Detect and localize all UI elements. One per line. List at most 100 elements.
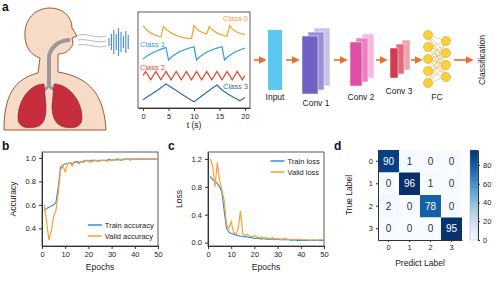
data-label: 0	[428, 223, 434, 234]
series-line	[44, 159, 158, 211]
tick: 30	[274, 246, 282, 259]
legend-swatch	[88, 224, 102, 226]
heatmap-chart: 9010009610207800009501230123020406080Pre…	[344, 150, 491, 268]
series-label: Class 3	[223, 82, 248, 91]
tick-mark	[143, 108, 144, 111]
sound-wave	[111, 34, 112, 50]
tick-mark	[324, 246, 325, 249]
flow-arrow	[286, 59, 298, 61]
tick-label: 0	[206, 250, 210, 259]
tick-label: 2	[428, 243, 432, 252]
tick-mark	[245, 108, 246, 111]
tick-label: 0.4	[192, 211, 202, 220]
axis: 0.0 0.4 0.8 1.2	[192, 153, 209, 248]
fc-node	[424, 79, 433, 88]
tick-label: 20	[241, 112, 249, 121]
tick: 80	[478, 161, 491, 170]
axis: 01020304050	[40, 246, 162, 259]
data-label: 0	[449, 201, 455, 212]
cell	[441, 218, 462, 241]
sound-wave	[121, 32, 122, 52]
cell	[420, 173, 441, 196]
tick-label: 0	[386, 243, 390, 252]
axis-line	[209, 246, 325, 247]
tick: 20	[251, 246, 259, 259]
cell	[399, 173, 420, 196]
tick: 0.4	[192, 211, 208, 220]
legend-entry: Train loss	[271, 157, 320, 166]
tick-label: 10	[62, 250, 70, 259]
axis: 020406080	[478, 151, 491, 245]
tick: 1.0	[26, 154, 42, 163]
sound-wave	[116, 34, 117, 50]
tick-mark	[205, 187, 208, 188]
conv2-block	[350, 42, 362, 86]
plot-frame	[208, 152, 324, 246]
legend: Train accuracyValid accuracy	[88, 221, 154, 241]
tick: 40	[478, 198, 491, 207]
axis-line	[42, 153, 43, 247]
fc-node	[442, 37, 451, 46]
panel-label: d	[334, 139, 341, 153]
tick: 0.4	[26, 224, 42, 233]
flow-arrow	[254, 59, 265, 61]
tick-label: 60	[483, 180, 491, 189]
axis-line	[379, 240, 463, 241]
tick-label: 0.8	[26, 177, 36, 186]
tick: 0	[142, 108, 146, 121]
tick: 15	[216, 108, 224, 121]
cell	[378, 173, 399, 196]
panel-label: b	[2, 139, 9, 153]
tick: 0.0	[192, 238, 208, 247]
tick-mark	[478, 240, 480, 241]
figure: InputConv 1Conv 2Conv 3FCClassification0…	[0, 0, 500, 283]
tick-mark	[254, 246, 255, 249]
data-label: 1	[407, 156, 413, 167]
tick: 1	[369, 179, 378, 188]
legend-swatch	[88, 235, 102, 237]
airway	[49, 40, 70, 88]
tick: 1.2	[192, 155, 208, 164]
tick-label: 3	[449, 243, 453, 252]
data-label: 0	[407, 201, 413, 212]
tick: 20	[241, 108, 249, 121]
tick: 0.8	[192, 183, 208, 192]
tick-mark	[231, 246, 232, 249]
layer-label: Conv 3	[386, 86, 413, 96]
fc-node	[442, 73, 451, 82]
legend-label: Valid loss	[288, 168, 320, 177]
tick: 20	[85, 246, 93, 259]
tick: 20	[478, 217, 491, 226]
y-axis-title: Loss	[174, 190, 184, 208]
tick-label: 1.2	[192, 155, 202, 164]
series-line	[210, 159, 324, 240]
figure-svg: InputConv 1Conv 2Conv 3FCClassification0…	[0, 0, 500, 283]
tick-mark	[219, 108, 220, 111]
tick-mark	[135, 246, 136, 249]
layer-label: Conv 2	[348, 92, 375, 102]
lung-left	[18, 84, 46, 128]
tick-label: 30	[108, 250, 116, 259]
sound-wave	[125, 31, 126, 53]
y-axis-title: True Label	[344, 175, 354, 215]
fc-node	[424, 43, 433, 52]
plot-frame	[42, 152, 158, 246]
cell	[399, 218, 420, 241]
cell	[420, 195, 441, 218]
tick: 50	[154, 246, 162, 259]
series-lines	[44, 159, 158, 240]
flow-arrow	[454, 59, 472, 61]
tick: 0.8	[26, 177, 42, 186]
data-label: 90	[383, 156, 395, 167]
cell	[420, 150, 441, 173]
tick: 2	[369, 202, 378, 211]
legend-entry: Valid loss	[271, 168, 320, 177]
cell	[441, 150, 462, 173]
tick-label: 0.4	[26, 224, 36, 233]
tick-mark	[112, 246, 113, 249]
fc-node	[442, 49, 451, 58]
data-label: 0	[449, 156, 455, 167]
cell	[420, 218, 441, 241]
tick-mark	[88, 246, 89, 249]
legend-label: Train accuracy	[105, 221, 154, 230]
